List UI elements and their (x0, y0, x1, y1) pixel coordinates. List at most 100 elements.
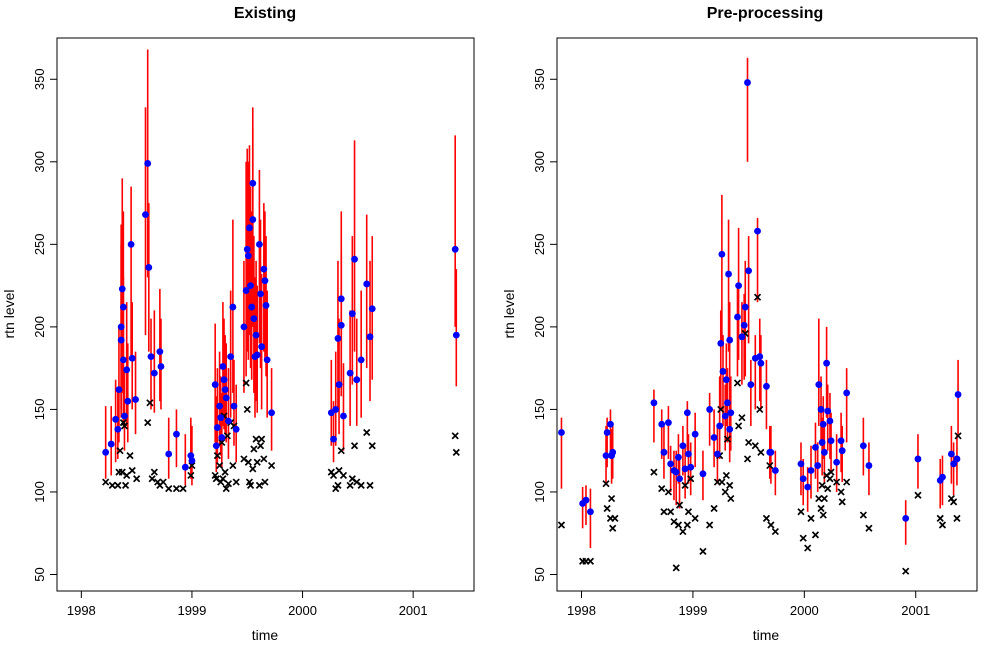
estimate-point (675, 453, 682, 461)
estimate-point (232, 425, 240, 433)
y-tick-label: 50 (532, 567, 547, 581)
observed-x-point (743, 455, 752, 463)
estimate-point (222, 394, 230, 402)
data-marks (557, 57, 962, 575)
estimate-point (814, 462, 822, 469)
estimate-point (747, 381, 755, 389)
observed-x-point (350, 442, 359, 450)
estimate-point (256, 240, 263, 248)
observed-x-point (818, 481, 826, 489)
observed-x-point (811, 531, 820, 539)
data-marks (102, 49, 460, 493)
observed-x-point (366, 481, 374, 489)
observed-x-point (252, 435, 260, 443)
observed-x-point (751, 442, 759, 450)
x-tick-label: 1998 (567, 603, 596, 618)
y-tick-label: 350 (32, 68, 47, 90)
estimate-point (735, 282, 742, 290)
observed-x-point (123, 471, 131, 480)
observed-x-point (799, 534, 807, 542)
estimate-point (756, 353, 764, 360)
estimate-point (609, 448, 617, 456)
observed-x-point (734, 422, 743, 430)
observed-x-point (733, 379, 742, 387)
estimate-point (217, 414, 225, 422)
estimate-point (142, 211, 149, 219)
chart-panel-pre-processing: Pre-processing time rtn level 1998 1999 20… (501, 5, 978, 643)
estimate-point (650, 399, 658, 407)
observed-x-point (219, 475, 227, 483)
estimate-point (127, 240, 135, 248)
estimate-point (865, 462, 873, 469)
x-tick-label: 1999 (678, 603, 707, 618)
estimate-point (734, 313, 741, 321)
y-tick-label: 200 (532, 316, 547, 338)
estimate-point (124, 397, 132, 405)
y-axis-label: rtn level (1, 289, 17, 338)
observed-x-point (244, 458, 252, 466)
observed-x-point (721, 488, 729, 496)
observed-x-point (753, 293, 762, 301)
estimate-point (818, 439, 826, 446)
observed-x-point (108, 481, 116, 489)
estimate-point (230, 402, 238, 410)
estimate-point (340, 412, 347, 420)
observed-x-point (762, 514, 771, 522)
estimate-point (253, 351, 261, 359)
estimate-point (330, 435, 337, 443)
observed-x-point (767, 521, 775, 529)
estimate-point (249, 216, 257, 223)
estimate-point (797, 460, 805, 468)
x-tick-label: 2000 (288, 603, 317, 618)
estimate-point (258, 343, 266, 351)
estimate-point (804, 483, 812, 491)
estimate-point (685, 450, 692, 458)
estimate-point (718, 250, 726, 258)
estimate-point (727, 409, 735, 417)
estimate-point (357, 356, 365, 364)
estimate-point (741, 303, 749, 311)
estimate-point (676, 475, 683, 483)
observed-x-point (452, 448, 460, 456)
estimate-point (838, 447, 846, 455)
plot-frame (56, 37, 475, 592)
observed-x-point (710, 504, 718, 513)
estimate-point (452, 331, 460, 339)
observed-x-point (611, 514, 619, 522)
observed-x-point (745, 438, 753, 447)
observed-x-point (865, 524, 873, 532)
observed-x-point (159, 478, 167, 486)
estimate-point (757, 359, 765, 367)
axis-ticks: 1998 1999 2000 2001 50 100 150 200 250 300 350 (32, 68, 428, 618)
observed-x-point (334, 481, 342, 489)
observed-x-point (718, 478, 726, 486)
observed-x-point (771, 527, 779, 536)
estimate-point (706, 406, 714, 413)
estimate-point (667, 460, 675, 468)
estimate-point (722, 376, 730, 384)
observed-x-point (757, 448, 765, 456)
estimate-point (242, 287, 250, 294)
estimate-point (607, 420, 614, 428)
estimate-point (950, 460, 958, 468)
observed-x-point (717, 405, 725, 414)
observed-x-point (249, 465, 257, 473)
estimate-point (947, 450, 955, 458)
estimate-point (216, 402, 223, 410)
estimate-point (211, 381, 219, 389)
estimate-point (827, 437, 835, 445)
estimate-point (859, 442, 867, 450)
observed-x-point (679, 527, 687, 536)
estimate-point (243, 245, 251, 253)
observed-x-point (727, 494, 735, 503)
observed-x-point (329, 471, 338, 480)
observed-x-point (950, 498, 958, 506)
chart-panel-existing: Existing time rtn level 1998 1999 2000 2001… (1, 5, 475, 643)
observed-x-point (815, 494, 823, 503)
y-tick-label: 200 (32, 316, 47, 338)
estimate-point (679, 442, 687, 450)
x-axis-label: time (753, 627, 780, 643)
x-tick-label: 2001 (901, 603, 930, 618)
observed-x-point (213, 452, 221, 460)
observed-x-point (120, 422, 129, 430)
